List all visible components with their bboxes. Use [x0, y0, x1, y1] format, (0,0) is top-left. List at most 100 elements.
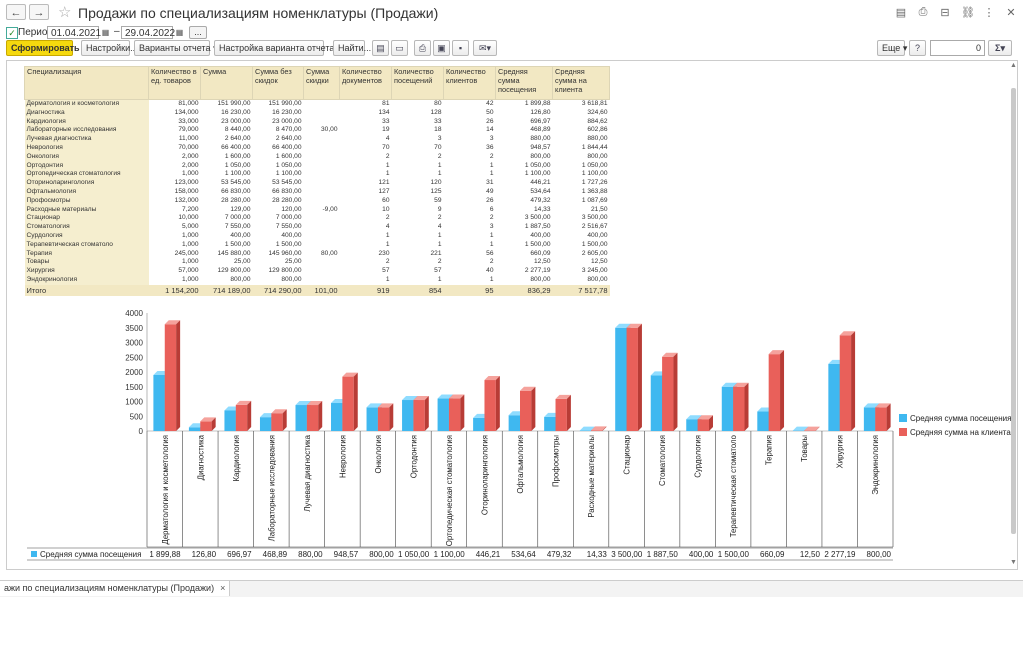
period-to-input[interactable]: 29.04.2022: [121, 26, 175, 39]
variants-label: Варианты отчета: [139, 43, 211, 53]
chart-bar: [626, 327, 638, 431]
forward-button[interactable]: →: [29, 4, 49, 20]
column-header[interactable]: Количество документов: [339, 66, 392, 100]
scroll-thumb[interactable]: [1011, 88, 1016, 534]
table-row[interactable]: Сурдология 1,000 400,00 400,00 1 1 1 400,00 400,…: [24, 231, 610, 241]
find-button[interactable]: Найти...: [333, 40, 371, 56]
data-table-value: 2 277,19: [824, 550, 856, 559]
table-row[interactable]: Дерматология и косметология 81,000 151 990…: [24, 99, 610, 109]
table-row[interactable]: Профосмотры 132,000 28 280,00 28 280,00 60 59…: [24, 196, 610, 206]
mail-icon[interactable]: ✉▾: [473, 40, 497, 56]
table-row[interactable]: Кардиология 33,000 23 000,00 23 000,00 33 33 2…: [24, 117, 610, 127]
chart-bar-side: [176, 320, 181, 431]
calendar-icon[interactable]: ▦: [101, 28, 110, 37]
favorite-star-icon[interactable]: ☆: [58, 4, 72, 21]
table-row[interactable]: Неврология 70,000 66 400,00 66 400,00 70 70 36…: [24, 143, 610, 153]
table-row[interactable]: Товары 1,000 25,00 25,00 2 2 2 12,50 12,50: [24, 258, 610, 268]
column-header[interactable]: Средняя сумма на клиента: [552, 66, 610, 100]
number-field[interactable]: 0: [930, 40, 985, 56]
tab-report[interactable]: ажи по специализациям номенклатуры (Прод…: [0, 581, 231, 596]
table-row[interactable]: Офтальмология 158,000 66 830,00 66 830,00 12…: [24, 187, 610, 197]
total-cell: 101,00: [303, 284, 340, 296]
more-icon[interactable]: ⋮: [983, 7, 995, 19]
table-row[interactable]: Хирургия 57,000 129 800,00 129 800,00 57 57 40…: [24, 267, 610, 276]
sum-button[interactable]: Σ▾: [988, 40, 1012, 56]
column-header[interactable]: Сумма скидки: [303, 66, 340, 100]
table-row[interactable]: Оториноларингология 123,000 53 545,00 53 54…: [24, 179, 610, 188]
scroll-up-icon[interactable]: ▲: [1010, 62, 1017, 69]
table-cell: 33,000: [178, 117, 199, 125]
table-row[interactable]: Терапевтическая стоматоло 1,000 1 500,00 1 …: [24, 240, 610, 250]
x-category-label: Сурдология: [694, 435, 703, 478]
bar-chart: 0 500 1000 1500 2000 2500 3000 3500 4000 Дерматол…: [27, 309, 1011, 561]
table-row[interactable]: Эндокринология 1,000 800,00 800,00 1 1 1 800,00…: [24, 275, 610, 285]
column-header[interactable]: Количество посещений: [391, 66, 444, 100]
x-category-label: Неврология: [338, 435, 347, 478]
data-table-value: 400,00: [689, 550, 714, 559]
table-cell: 245,000: [174, 249, 199, 257]
column-header[interactable]: Сумма без скидок: [252, 66, 304, 100]
close-icon[interactable]: ✕: [1006, 7, 1016, 19]
chart-bar-side: [531, 386, 536, 431]
column-header[interactable]: Количество клиентов: [443, 66, 496, 100]
preview-icon[interactable]: ▣: [433, 40, 450, 56]
table-cell: 1 500,00: [524, 240, 551, 248]
generate-button[interactable]: Сформировать: [6, 40, 80, 56]
table-cell: 70,000: [178, 143, 199, 151]
table-row[interactable]: Расходные материалы 7,200 129,00 120,00 -9,0…: [24, 205, 610, 215]
attach-icon[interactable]: ⊟: [940, 7, 950, 19]
column-header[interactable]: Специализация: [24, 66, 149, 100]
legend-swatch: [899, 414, 907, 422]
table-cell: 25,00: [284, 258, 302, 266]
table-row[interactable]: Терапия 245,000 145 880,00 145 960,00 80,00 2…: [24, 249, 610, 259]
chart-bar-top: [733, 382, 749, 387]
calendar-icon[interactable]: ▦: [175, 28, 184, 37]
table-cell: 79,000: [178, 126, 199, 134]
chart-bar-top: [626, 323, 642, 328]
period-checkbox[interactable]: ✓: [6, 27, 18, 39]
help-icon[interactable]: ?: [909, 40, 926, 56]
table-cell: 400,00: [530, 231, 551, 239]
more-button[interactable]: Еще ▾: [877, 40, 907, 56]
table-row[interactable]: Ортопедическая стоматология 1,000 1 100,00…: [24, 170, 610, 180]
column-header[interactable]: Сумма: [200, 66, 253, 100]
scroll-down-icon[interactable]: ▼: [1010, 559, 1017, 566]
table-row[interactable]: Стоматология 5,000 7 550,00 7 550,00 4 4 3 1 88…: [24, 223, 610, 232]
print-icon[interactable]: ⎙: [414, 40, 431, 56]
save-icon[interactable]: ▤: [895, 7, 907, 19]
table-cell: 884,62: [587, 117, 608, 125]
settings-button[interactable]: Настройки...: [81, 40, 138, 56]
table-cell: 16 230,00: [221, 108, 251, 116]
table-row[interactable]: Стационар 10,000 7 000,00 7 000,00 2 2 2 3 500,…: [24, 214, 610, 224]
table-row[interactable]: Онкология 2,000 1 600,00 1 600,00 2 2 2 800,00 8…: [24, 152, 610, 162]
table-row[interactable]: Ортодонтия 2,000 1 050,00 1 050,00 1 1 1 1 050,…: [24, 161, 610, 171]
row-specialization: Ортопедическая стоматология: [24, 170, 149, 180]
table-row[interactable]: Лучевая диагностика 11,000 2 640,00 2 640,0…: [24, 135, 610, 144]
column-header[interactable]: Средняя сумма посещения: [495, 66, 553, 100]
table-cell: 1 087,69: [581, 196, 608, 204]
table-cell: 8 470,00: [275, 126, 302, 134]
back-button[interactable]: ←: [6, 4, 26, 20]
save-icon[interactable]: ▪: [452, 40, 469, 56]
table-cell: [304, 162, 340, 171]
window-actions: ▤ ⎙ ⊟ ⛓ ⋮ ✕: [895, 6, 1017, 19]
column-header[interactable]: Количество в ед. товаров: [148, 66, 201, 100]
chart-bar: [377, 407, 390, 431]
table-cell: 2 277,19: [524, 267, 551, 275]
group-icon[interactable]: ▤: [372, 40, 389, 56]
table-row[interactable]: Диагностика 134,000 16 230,00 16 230,00 134 1…: [24, 108, 610, 118]
period-select-button[interactable]: ...: [189, 26, 207, 39]
period-from-input[interactable]: 01.04.2021: [47, 26, 101, 39]
vertical-scrollbar[interactable]: ▲ ▼: [1009, 60, 1018, 568]
chart-bar-top: [555, 394, 571, 399]
link-icon[interactable]: ⛓: [961, 7, 975, 19]
print-icon[interactable]: ⎙: [918, 6, 928, 18]
close-icon[interactable]: ×: [220, 583, 226, 593]
report-variants-button[interactable]: Варианты отчета ▾: [134, 40, 218, 56]
variant-settings-button[interactable]: Настройка варианта отчета ▾: [214, 40, 341, 56]
table-cell: 66 400,00: [221, 143, 251, 151]
row-specialization: Дерматология и косметология: [24, 99, 149, 109]
table-row[interactable]: Лабораторные исследования 79,000 8 440,00 8…: [24, 126, 610, 136]
table-cell: [304, 197, 340, 206]
expand-icon[interactable]: ▭: [391, 40, 408, 56]
